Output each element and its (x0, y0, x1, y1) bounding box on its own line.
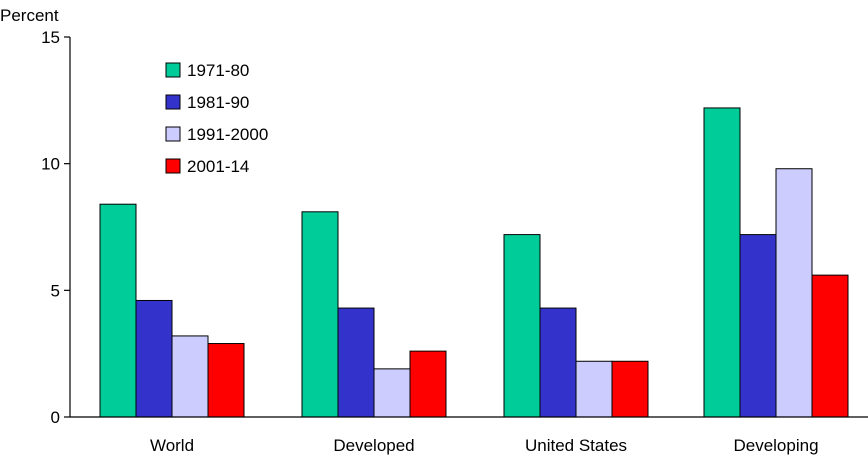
y-tick-label: 5 (51, 281, 60, 300)
bar-1971-80-world (99, 203, 137, 418)
bar-1991-2000-developed (373, 368, 411, 418)
bar-1971-80-united-states (503, 234, 541, 418)
legend-swatch (165, 126, 181, 142)
legend-swatch (165, 62, 181, 78)
legend-label: 1971-80 (187, 61, 249, 80)
axes-group (69, 37, 868, 418)
y-tick-label: 0 (51, 408, 60, 427)
bar-2001-14-world (207, 343, 245, 418)
y-tick-label: 10 (41, 155, 60, 174)
legend-label: 1991-2000 (187, 125, 268, 144)
legend-swatch (165, 158, 181, 174)
bars-group (99, 107, 849, 418)
x-category-label: Developed (333, 436, 414, 455)
legend-swatch (165, 94, 181, 110)
bar-1981-90-developed (337, 307, 375, 418)
bar-1981-90-developing (739, 234, 777, 418)
x-category-label: World (150, 436, 194, 455)
x-labels-group: World Developed United States Developing (150, 436, 819, 455)
legend-label: 2001-14 (187, 157, 249, 176)
bar-1971-80-developing (703, 107, 741, 418)
bar-2001-14-united-states (611, 360, 649, 418)
bar-1971-80-developed (301, 211, 339, 418)
bar-1981-90-united-states (539, 307, 577, 418)
bar-1991-2000-world (171, 335, 209, 418)
bar-1991-2000-developing (775, 168, 813, 418)
bar-1991-2000-united-states (575, 360, 613, 418)
legend-label: 1981-90 (187, 93, 249, 112)
x-category-label: Developing (733, 436, 818, 455)
bar-2001-14-developing (811, 274, 849, 418)
y-ticks-group: 0 5 10 15 (41, 28, 70, 427)
y-tick-label: 15 (41, 28, 60, 47)
y-axis-title: Percent (0, 6, 59, 25)
bar-1981-90-world (135, 299, 173, 418)
bar-2001-14-developed (409, 350, 447, 418)
legend: 1971-80 1981-90 1991-2000 2001-14 (165, 61, 268, 176)
x-category-label: United States (525, 436, 627, 455)
